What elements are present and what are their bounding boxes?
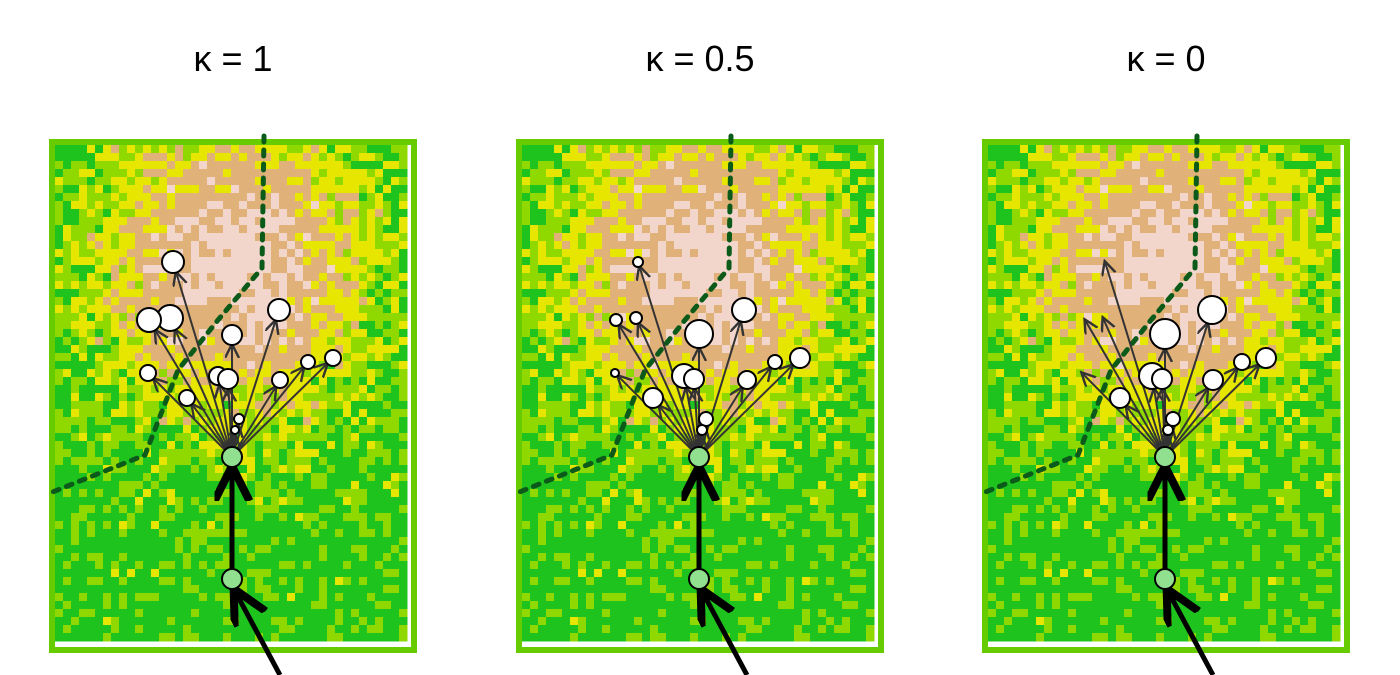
candidate-node xyxy=(1151,368,1173,390)
candidate-node xyxy=(178,389,196,407)
candidate-node xyxy=(684,319,714,349)
candidate-node xyxy=(1149,318,1181,350)
candidate-node xyxy=(1162,424,1174,436)
candidate-arrow xyxy=(1105,263,1166,458)
panel-0 xyxy=(47,133,417,675)
candidate-node xyxy=(737,370,757,390)
previous-location-node xyxy=(688,568,710,590)
candidate-node xyxy=(683,368,705,390)
candidate-node xyxy=(1197,295,1227,325)
candidate-node xyxy=(221,324,243,346)
candidate-node xyxy=(161,250,185,274)
panel-frame xyxy=(982,139,1350,653)
candidate-arrow xyxy=(1164,369,1236,458)
candidate-node xyxy=(217,368,239,390)
candidate-node xyxy=(233,413,245,425)
candidate-node xyxy=(1202,369,1224,391)
incoming-step-arrow xyxy=(703,593,750,675)
candidate-arrow xyxy=(231,364,327,458)
candidate-node xyxy=(230,425,240,435)
candidate-arrow xyxy=(176,331,233,458)
candidate-arrow xyxy=(639,324,700,458)
candidate-node xyxy=(629,311,643,325)
candidate-arrow xyxy=(698,368,770,458)
candidate-node xyxy=(767,354,783,370)
candidate-node xyxy=(1255,347,1277,369)
candidate-node xyxy=(1109,387,1131,409)
previous-location-node xyxy=(1154,568,1176,590)
candidate-node xyxy=(731,297,757,323)
candidate-node xyxy=(698,411,714,427)
candidate-node xyxy=(789,347,811,369)
current-location-node xyxy=(688,446,710,468)
panel-frame xyxy=(49,139,417,653)
current-location-node xyxy=(221,446,243,468)
candidate-node xyxy=(632,256,644,268)
candidate-arrow xyxy=(1164,366,1258,458)
previous-location-node xyxy=(221,568,243,590)
habitat-raster xyxy=(988,145,1341,642)
panel-2 xyxy=(980,133,1350,675)
candidate-node xyxy=(696,424,708,436)
candidate-node xyxy=(271,371,289,389)
current-location-node xyxy=(1154,446,1176,468)
panel-title-kappa-0-5: κ = 0.5 xyxy=(645,38,755,79)
incoming-step-arrow xyxy=(236,593,283,675)
candidate-node xyxy=(300,354,316,370)
candidate-node xyxy=(139,364,157,382)
candidate-node xyxy=(1165,411,1181,427)
panel-frame xyxy=(516,139,884,653)
candidate-node xyxy=(324,349,342,367)
candidate-node xyxy=(642,387,664,409)
panel-title-kappa-0: κ = 0 xyxy=(1126,38,1206,79)
candidate-node xyxy=(1233,353,1251,371)
candidate-arrow xyxy=(231,368,303,458)
candidate-node xyxy=(136,307,162,333)
candidate-node xyxy=(609,313,623,327)
panel-1 xyxy=(514,133,884,675)
incoming-step-arrow xyxy=(1169,593,1216,675)
candidate-node xyxy=(267,298,291,322)
candidate-arrow xyxy=(698,366,792,458)
candidate-arrow xyxy=(1103,319,1166,458)
candidate-arrow xyxy=(640,268,700,458)
candidate-node xyxy=(610,368,620,378)
candidate-arrow xyxy=(176,273,233,458)
panel-title-kappa-1: κ = 1 xyxy=(193,38,273,79)
